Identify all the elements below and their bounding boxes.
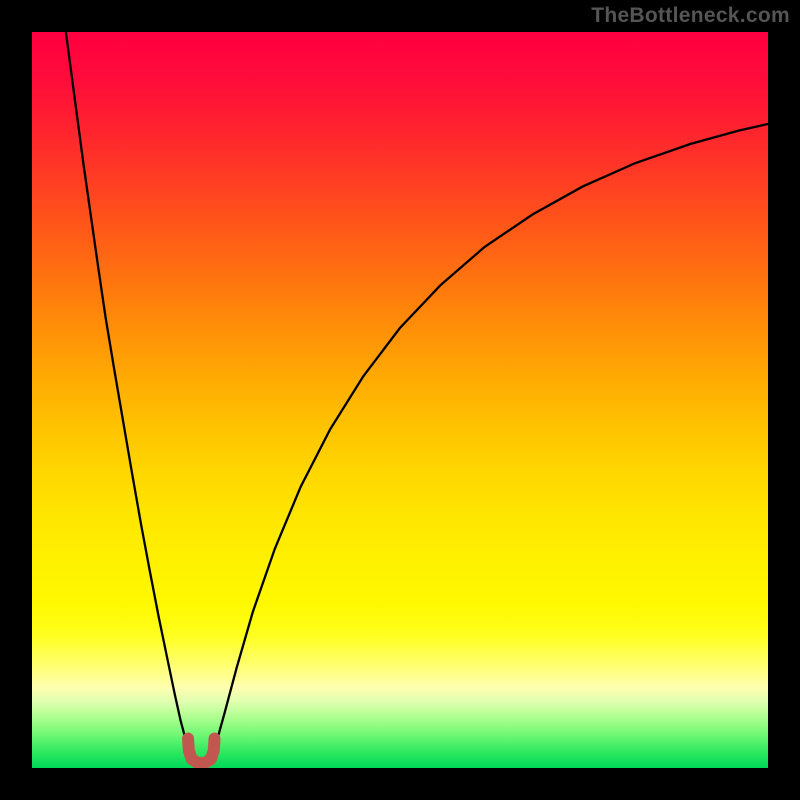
watermark-text: TheBottleneck.com [591, 4, 790, 28]
stage: TheBottleneck.com [0, 0, 800, 800]
plot-svg [32, 32, 768, 768]
gradient-background [32, 32, 768, 768]
plot-area [32, 32, 768, 768]
